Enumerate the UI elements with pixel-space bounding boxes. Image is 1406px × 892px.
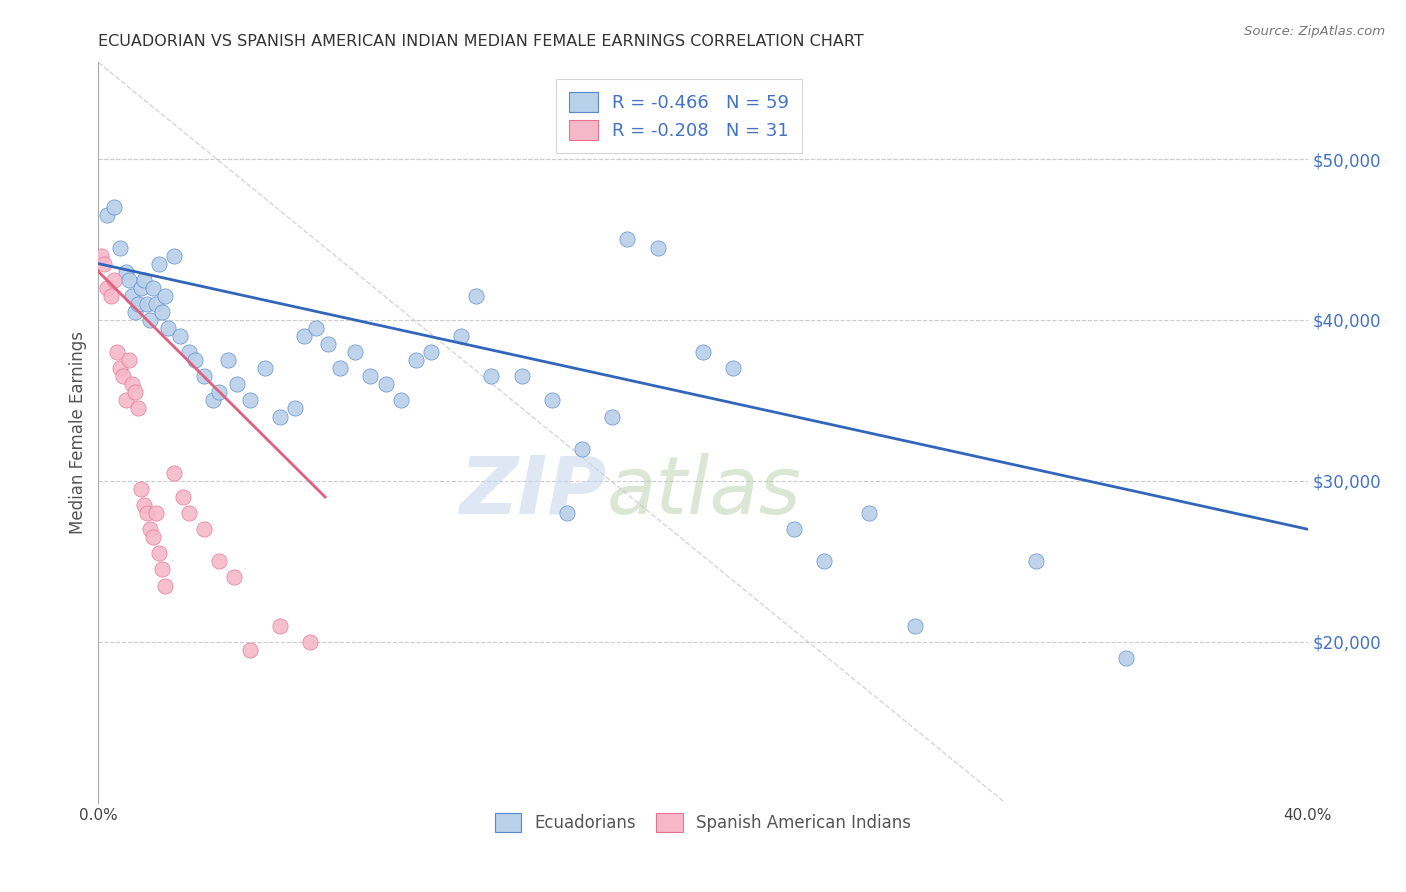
Point bbox=[389, 393, 412, 408]
Point bbox=[179, 345, 201, 359]
Point bbox=[132, 498, 155, 512]
Point bbox=[121, 289, 143, 303]
Point bbox=[121, 377, 143, 392]
Point bbox=[239, 643, 262, 657]
Point bbox=[226, 377, 249, 392]
Point bbox=[202, 393, 225, 408]
Point bbox=[118, 273, 141, 287]
Point bbox=[150, 562, 173, 576]
Point bbox=[193, 369, 215, 384]
Point bbox=[692, 345, 714, 359]
Point bbox=[208, 554, 231, 568]
Point bbox=[813, 554, 835, 568]
Point bbox=[253, 361, 276, 376]
Point bbox=[108, 240, 131, 255]
Point bbox=[163, 466, 186, 480]
Point bbox=[129, 482, 152, 496]
Point bbox=[299, 635, 322, 649]
Point bbox=[114, 393, 136, 408]
Y-axis label: Median Female Earnings: Median Female Earnings bbox=[69, 331, 87, 534]
Point bbox=[93, 257, 115, 271]
Point bbox=[103, 273, 125, 287]
Point bbox=[1115, 651, 1137, 665]
Point bbox=[150, 305, 173, 319]
Text: ZIP: ZIP bbox=[458, 453, 606, 531]
Point bbox=[374, 377, 396, 392]
Point bbox=[105, 345, 128, 359]
Point bbox=[420, 345, 443, 359]
Point bbox=[108, 361, 131, 376]
Point bbox=[450, 329, 472, 343]
Point bbox=[169, 329, 191, 343]
Point bbox=[344, 345, 367, 359]
Point bbox=[124, 305, 146, 319]
Point bbox=[1024, 554, 1046, 568]
Point bbox=[142, 530, 165, 544]
Point bbox=[647, 240, 669, 255]
Point bbox=[129, 281, 152, 295]
Point bbox=[96, 281, 118, 295]
Point bbox=[269, 619, 291, 633]
Point bbox=[148, 546, 170, 560]
Point bbox=[145, 297, 167, 311]
Point bbox=[132, 273, 155, 287]
Text: Source: ZipAtlas.com: Source: ZipAtlas.com bbox=[1244, 25, 1385, 38]
Point bbox=[465, 289, 488, 303]
Point bbox=[540, 393, 562, 408]
Point bbox=[124, 385, 146, 400]
Point bbox=[858, 506, 880, 520]
Point bbox=[96, 208, 118, 222]
Point bbox=[127, 297, 149, 311]
Point bbox=[510, 369, 533, 384]
Point bbox=[723, 361, 745, 376]
Point bbox=[329, 361, 352, 376]
Point bbox=[193, 522, 215, 536]
Legend: Ecuadorians, Spanish American Indians: Ecuadorians, Spanish American Indians bbox=[488, 806, 918, 838]
Point bbox=[172, 490, 194, 504]
Point bbox=[153, 289, 176, 303]
Point bbox=[481, 369, 503, 384]
Point bbox=[135, 506, 157, 520]
Point bbox=[127, 401, 149, 416]
Point bbox=[224, 570, 246, 584]
Point bbox=[118, 353, 141, 368]
Point bbox=[156, 321, 179, 335]
Point bbox=[239, 393, 262, 408]
Point bbox=[292, 329, 315, 343]
Point bbox=[360, 369, 382, 384]
Point bbox=[571, 442, 593, 456]
Point bbox=[555, 506, 578, 520]
Point bbox=[305, 321, 328, 335]
Point bbox=[208, 385, 231, 400]
Point bbox=[148, 257, 170, 271]
Point bbox=[135, 297, 157, 311]
Point bbox=[111, 369, 134, 384]
Point bbox=[114, 265, 136, 279]
Point bbox=[269, 409, 291, 424]
Point bbox=[139, 313, 162, 327]
Point bbox=[602, 409, 624, 424]
Point bbox=[783, 522, 806, 536]
Point bbox=[100, 289, 122, 303]
Point bbox=[90, 249, 112, 263]
Point bbox=[316, 337, 339, 351]
Point bbox=[904, 619, 927, 633]
Text: atlas: atlas bbox=[606, 453, 801, 531]
Point bbox=[217, 353, 239, 368]
Point bbox=[179, 506, 201, 520]
Point bbox=[163, 249, 186, 263]
Point bbox=[139, 522, 162, 536]
Point bbox=[284, 401, 307, 416]
Point bbox=[145, 506, 167, 520]
Point bbox=[153, 578, 176, 592]
Point bbox=[103, 200, 125, 214]
Point bbox=[142, 281, 165, 295]
Point bbox=[184, 353, 207, 368]
Point bbox=[616, 232, 638, 246]
Text: ECUADORIAN VS SPANISH AMERICAN INDIAN MEDIAN FEMALE EARNINGS CORRELATION CHART: ECUADORIAN VS SPANISH AMERICAN INDIAN ME… bbox=[98, 34, 865, 49]
Point bbox=[405, 353, 427, 368]
